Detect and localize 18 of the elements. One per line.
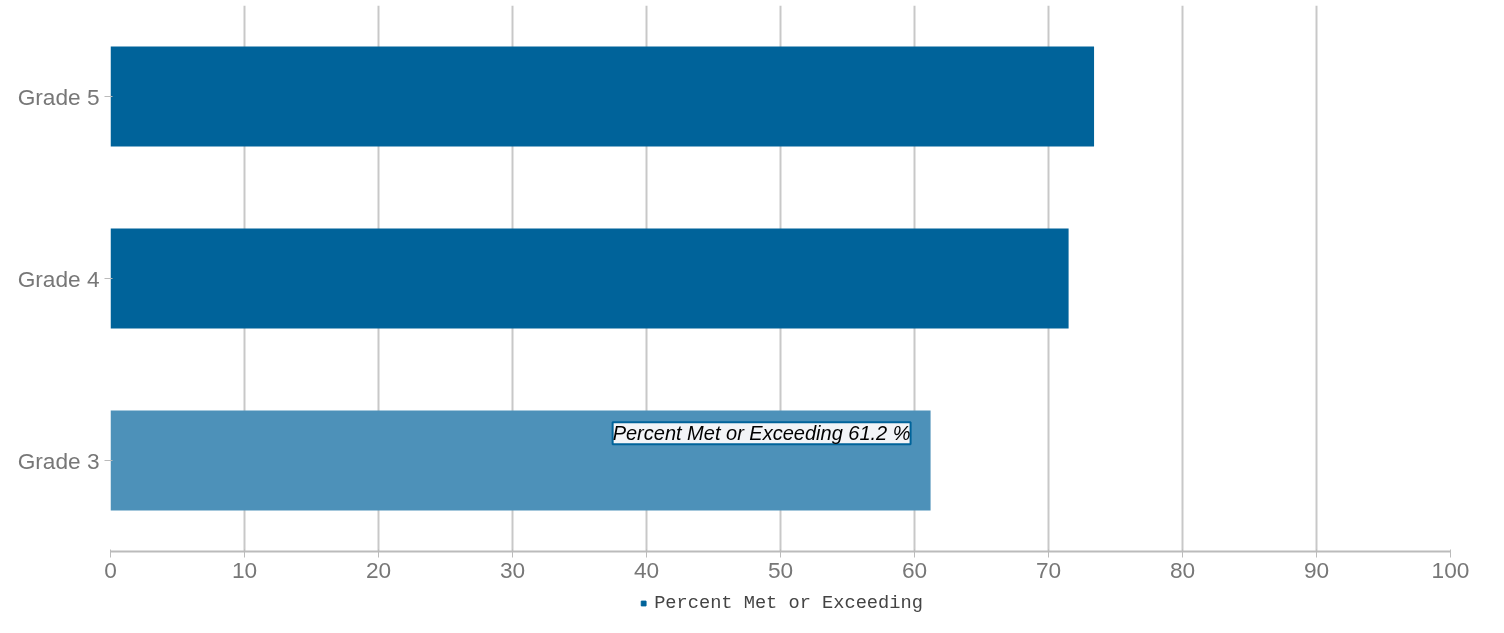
x-tick-label: 0	[104, 556, 117, 583]
y-tick-label: Grade 4	[17, 265, 100, 292]
x-tick-label: 60	[901, 556, 928, 583]
x-tick-label: 70	[1035, 556, 1062, 583]
y-tick-label: Grade 3	[17, 447, 100, 474]
bar	[110, 410, 931, 511]
x-tick-label: 10	[231, 556, 258, 583]
bar	[110, 228, 1069, 329]
x-tick-label: 90	[1303, 556, 1330, 583]
x-tick-label: 20	[365, 556, 392, 583]
legend-label: Percent Met or Exceeding	[654, 591, 923, 614]
x-tick-label: 30	[499, 556, 526, 583]
y-tick-label: Grade 5	[17, 83, 100, 110]
x-tick-label: 100	[1431, 556, 1470, 583]
bar	[110, 46, 1095, 147]
x-tick-label: 40	[633, 556, 660, 583]
x-tick-label: 50	[767, 556, 794, 583]
x-tick-label: 80	[1169, 556, 1196, 583]
